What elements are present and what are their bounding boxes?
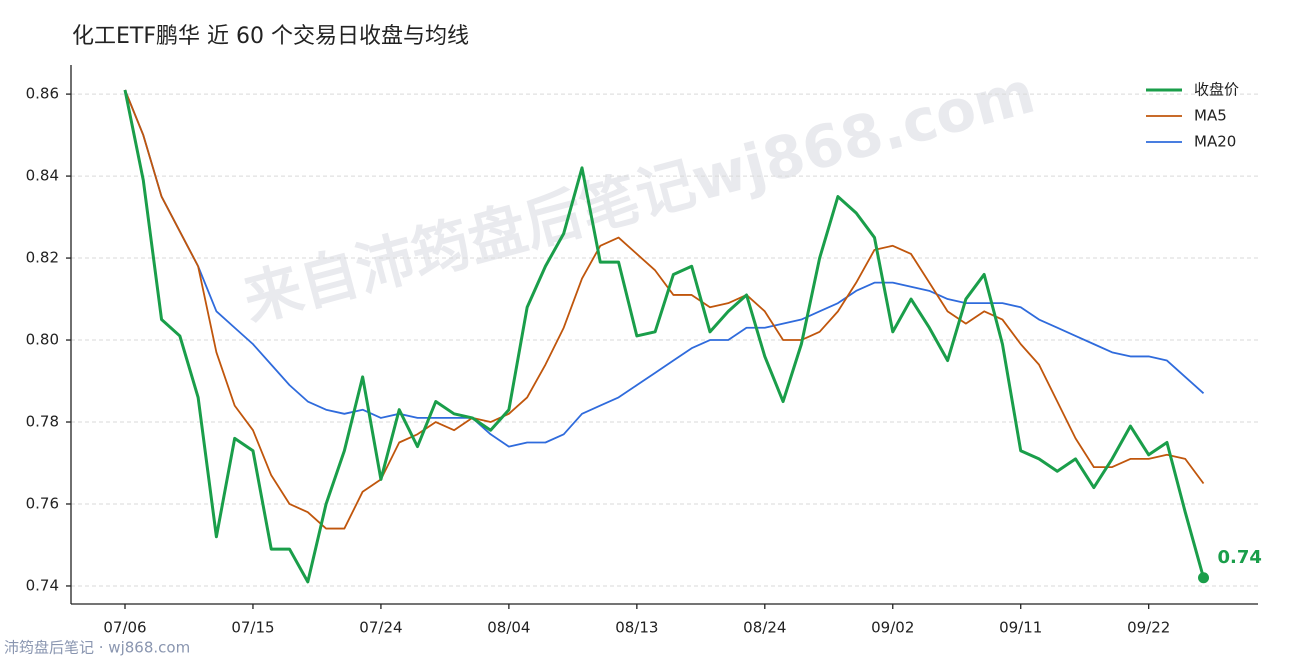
chart-title: 化工ETF鹏华 近 60 个交易日收盘与均线 [72, 24, 469, 49]
x-tick-label: 08/24 [743, 619, 786, 637]
series-line [124, 89, 1205, 448]
legend-label: MA5 [1194, 107, 1227, 125]
y-tick-label: 0.80 [26, 331, 59, 349]
footer: 沛筠盘后笔记 · wj868.com [4, 639, 190, 657]
y-tick-label: 0.86 [26, 85, 59, 103]
last-point [1198, 572, 1210, 584]
y-tick-label: 0.74 [26, 576, 59, 594]
watermark: 来自沛筠盘后笔记wj868.com [236, 58, 1041, 335]
series-line [123, 89, 1205, 584]
x-tick-label: 09/22 [1127, 619, 1170, 637]
y-tick-label: 0.76 [26, 494, 59, 512]
x-tick-label: 07/15 [231, 619, 274, 637]
y-tick-label: 0.84 [26, 167, 59, 185]
annotation: 0.74 [1218, 547, 1262, 568]
x-tick-label: 07/24 [359, 619, 402, 637]
y-tick-label: 0.82 [26, 249, 59, 267]
x-tick-label: 08/04 [487, 619, 530, 637]
y-tick-label: 0.78 [26, 413, 59, 431]
x-tick-label: 09/11 [999, 619, 1042, 637]
series-line [124, 89, 1205, 530]
x-tick-label: 08/13 [615, 619, 658, 637]
x-tick-label: 07/06 [103, 619, 146, 637]
legend-label: MA20 [1194, 133, 1236, 151]
x-tick-label: 09/02 [871, 619, 914, 637]
legend-label: 收盘价 [1194, 81, 1239, 99]
